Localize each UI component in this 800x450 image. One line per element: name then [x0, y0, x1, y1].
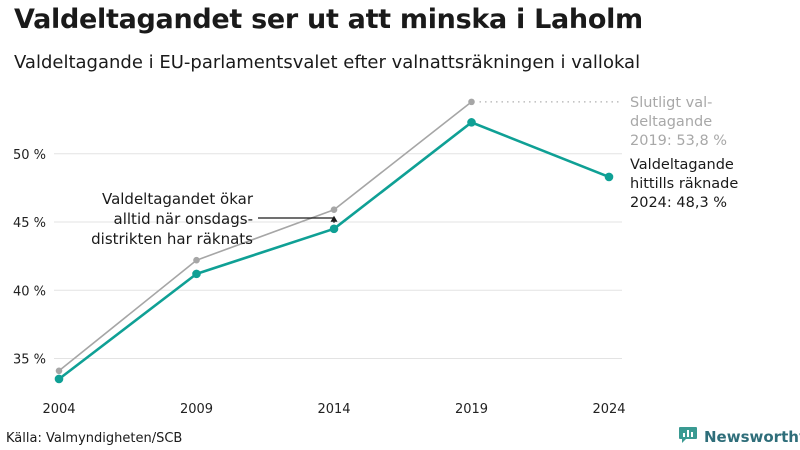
x-tick-label: 2014 — [317, 402, 350, 417]
gridlines — [54, 153, 622, 359]
annotation-line: distrikten har räknats — [91, 230, 253, 248]
annotation-arrowhead — [330, 215, 338, 222]
final-label-line: Slutligt val- — [630, 95, 712, 111]
newsworthy-logo-icon — [678, 426, 698, 448]
chart-title: Valdeltagandet ser ut att minska i Lahol… — [14, 4, 643, 35]
chart-subtitle: Valdeltagande i EU-parlamentsvalet efter… — [14, 52, 641, 73]
y-tick-label: 40 % — [13, 284, 46, 299]
counted-label-line: 2024: 48,3 % — [630, 195, 727, 211]
data-point-counted — [192, 269, 201, 279]
y-tick-label: 35 % — [13, 353, 46, 368]
annotation-line: alltid när onsdags- — [114, 210, 253, 228]
series-line-final — [58, 101, 472, 372]
x-tick-label: 2019 — [455, 402, 488, 417]
data-point-counted — [604, 172, 614, 182]
y-tick-label: 45 % — [13, 216, 46, 231]
final-label-line: deltagande — [630, 114, 712, 130]
x-tick-label: 2024 — [592, 402, 625, 417]
y-axis-ticks: 35 % 40 % 45 % 50 % — [13, 148, 46, 368]
series-labels: Slutligt val-deltagande 2019: 53,8 % Valde… — [479, 95, 738, 211]
annotation: Valdeltagandet ökar alltid när onsdags-di… — [91, 190, 338, 248]
x-axis-ticks: 2004 2009 2014 2019 2024 — [42, 402, 625, 417]
series-points — [54, 98, 614, 384]
x-tick-label: 2004 — [42, 402, 75, 417]
x-tick-label: 2009 — [180, 402, 213, 417]
brand-logo[interactable]: Newsworthy — [678, 426, 800, 448]
data-point-final — [468, 98, 475, 106]
final-label-line: 2019: 53,8 % — [630, 133, 727, 149]
counted-label-line: Valdeltagande — [630, 157, 734, 173]
data-point-final — [193, 256, 200, 264]
data-point-final — [330, 206, 338, 214]
counted-label-line: hittills räknade — [630, 176, 738, 192]
data-point-counted — [54, 374, 64, 384]
data-point-final — [55, 367, 63, 375]
series-line-counted — [58, 121, 610, 381]
source-note: Källa: Valmyndigheten/SCB — [6, 431, 183, 446]
data-point-counted — [329, 224, 339, 234]
data-point-counted — [467, 118, 476, 127]
brand-name: Newsworthy — [704, 428, 800, 446]
y-tick-label: 50 % — [13, 148, 46, 163]
annotation-line: Valdeltagandet ökar — [102, 190, 254, 208]
